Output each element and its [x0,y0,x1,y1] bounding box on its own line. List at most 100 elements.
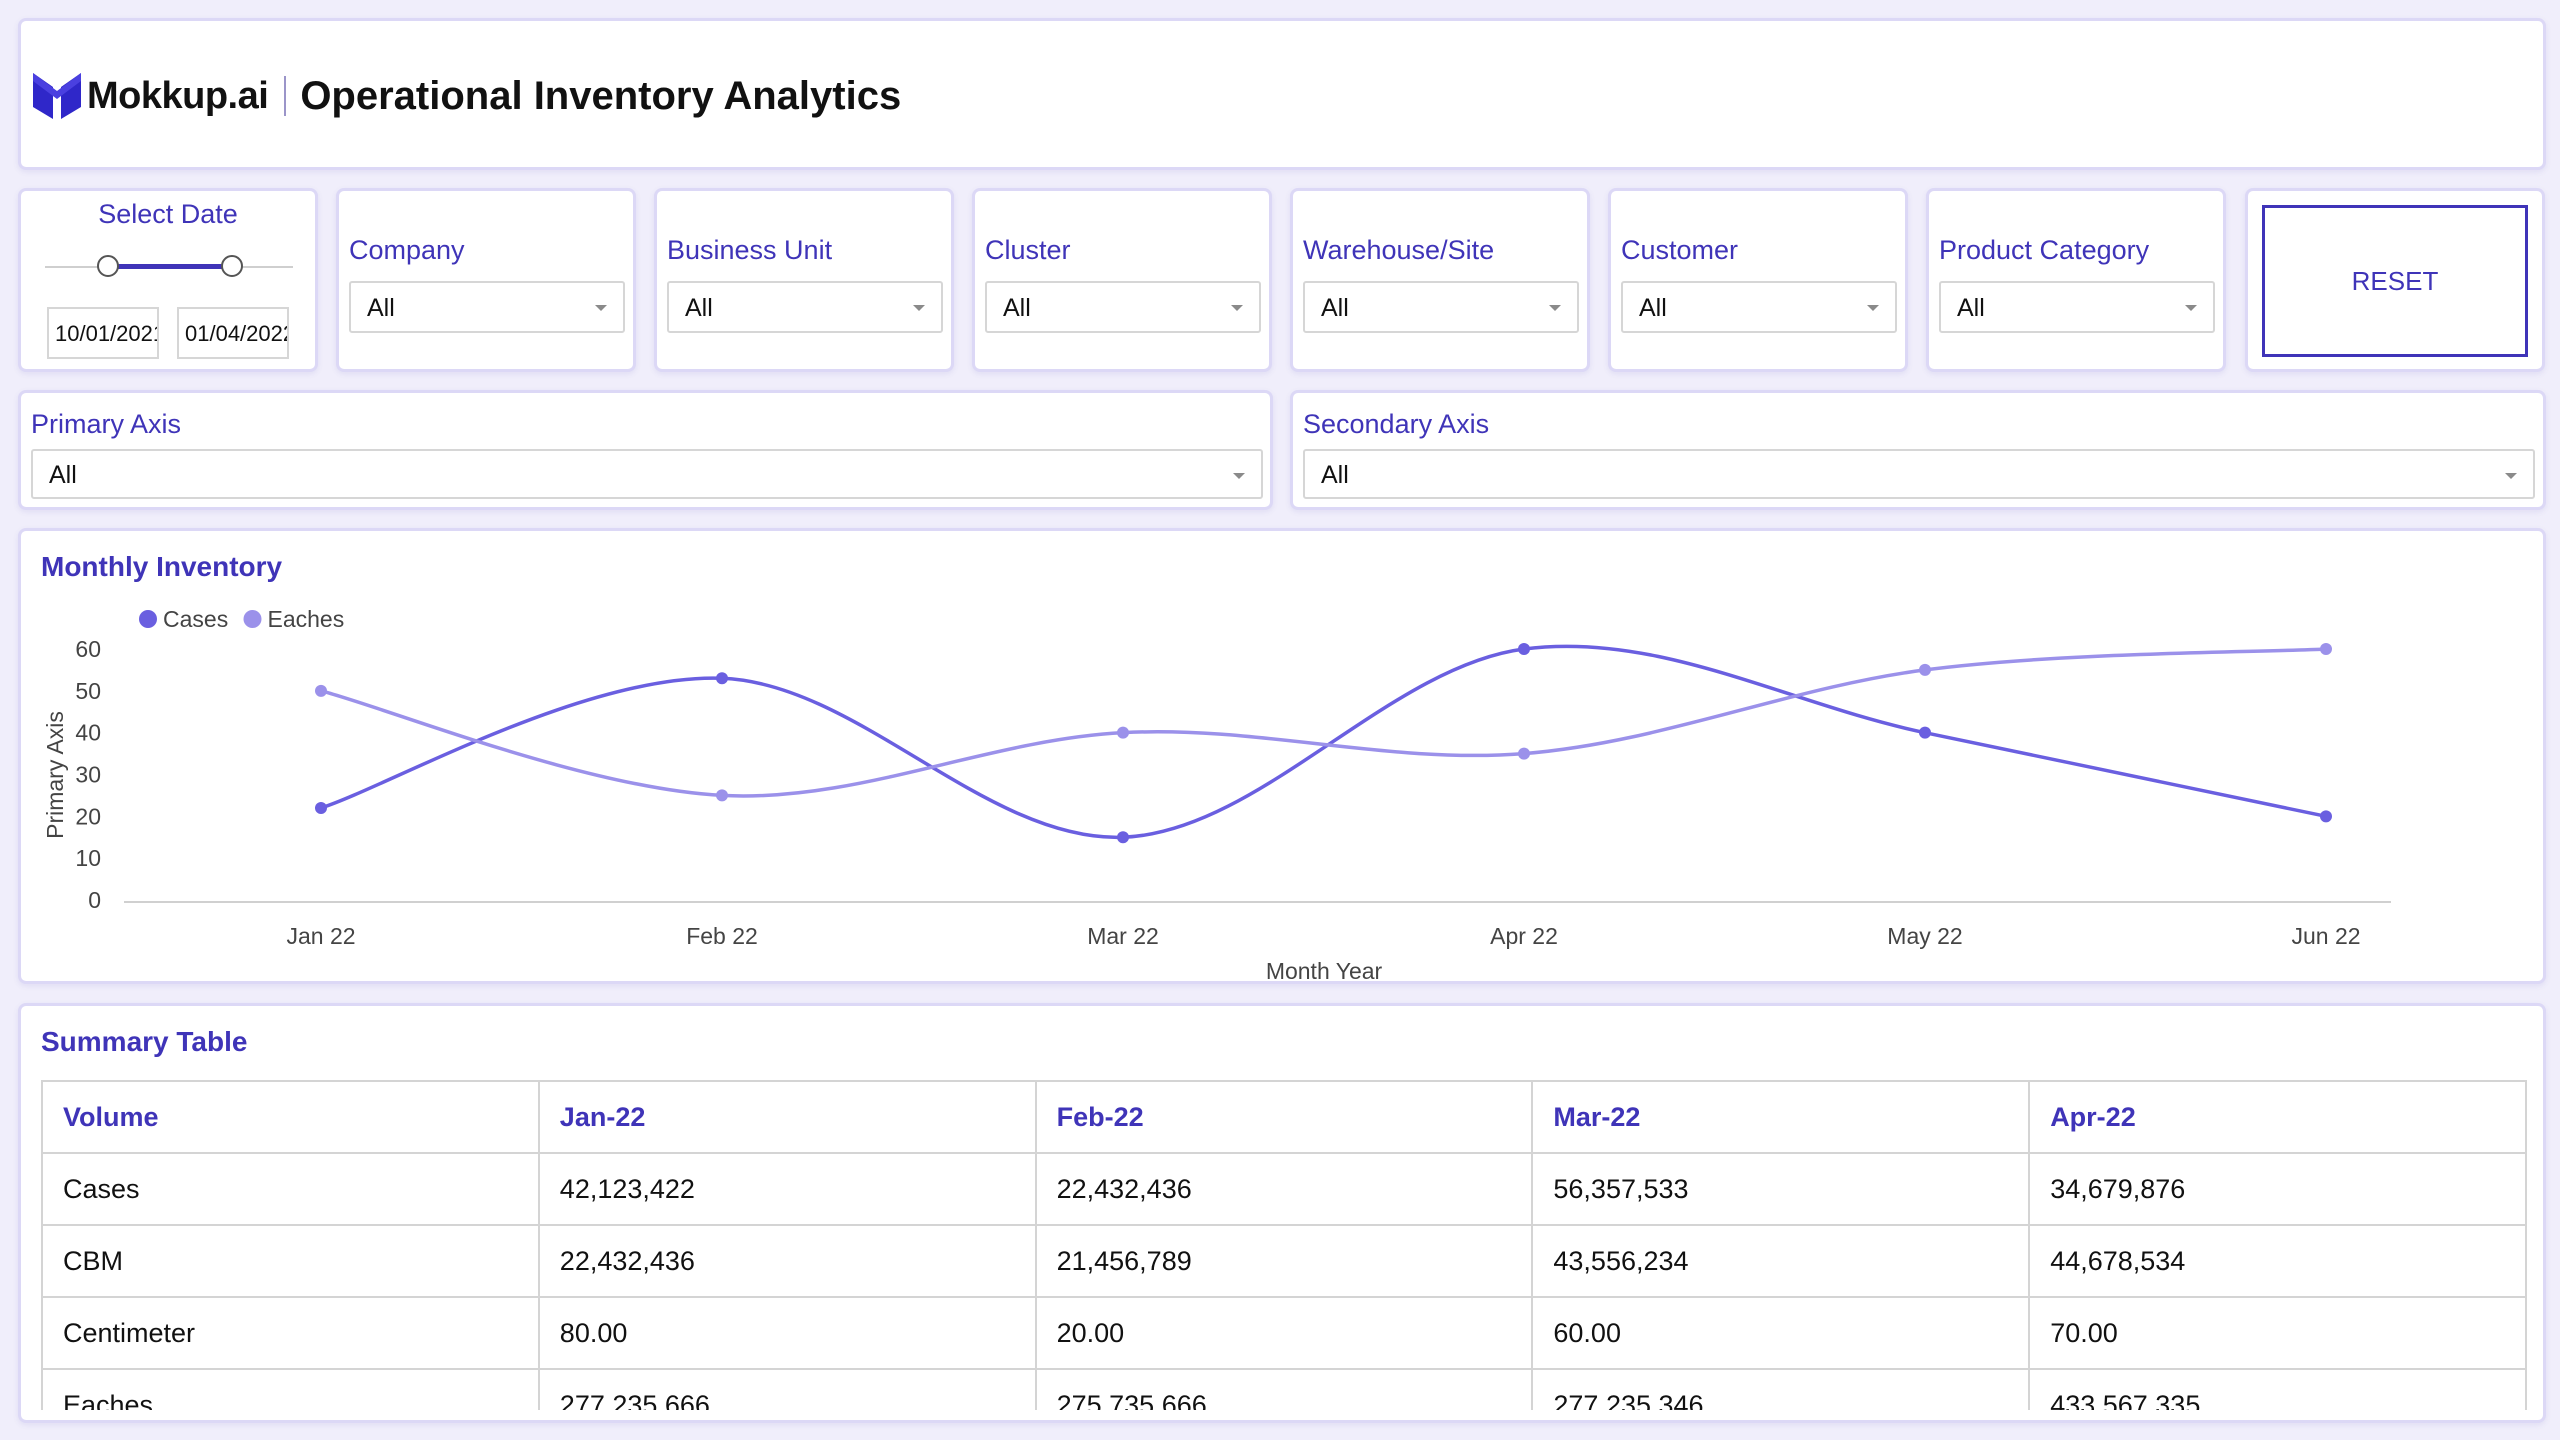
cluster-select-value: All [1003,294,1031,322]
start-date-input[interactable]: 10/01/2021 [47,307,159,359]
x-tick-label: Mar 22 [1087,923,1159,949]
table-cell: 42,123,422 [537,1152,1037,1226]
data-point-cases [1518,643,1530,655]
data-point-cases [716,672,728,685]
table-cell: Centimeter [41,1296,540,1370]
business-unit-select-value: All [685,294,713,322]
brand-name: Mokkup.ai [87,74,269,117]
table-title: Summary Table [41,1026,248,1057]
end-date-input[interactable]: 01/04/2022 [177,307,289,359]
date-slider-end-handle[interactable] [221,255,243,277]
header-card: Mokkup.ai Operational Inventory Analytic… [18,18,2546,170]
date-slider-range [106,264,230,269]
table-cell: Eaches [41,1368,540,1410]
warehouse-select[interactable]: All [1303,281,1579,333]
summary-table-scroll[interactable]: Volume Jan-22 Feb-22 Mar-22 Apr-22 Cases… [41,1080,2527,1410]
x-tick-label: Jan 22 [286,923,355,949]
data-point-cases [1117,831,1129,844]
date-filter-label: Select Date [98,199,238,229]
reset-card: RESET [2245,188,2545,372]
x-tick-label: May 22 [1887,923,1962,949]
page-title: Operational Inventory Analytics [300,73,902,118]
table-cell: 22,432,436 [1034,1152,1534,1226]
legend-label: Cases [163,606,228,632]
table-cell: 275,735,666 [1034,1368,1534,1410]
company-filter-card: Company All [336,188,636,372]
x-tick-label: Feb 22 [686,923,758,949]
data-point-eaches [716,789,728,802]
data-point-eaches [1117,726,1129,739]
table-cell: 20.00 [1034,1296,1534,1370]
legend-marker [243,610,262,628]
table-header-row: Volume Jan-22 Feb-22 Mar-22 Apr-22 [41,1080,2527,1154]
customer-filter-card: Customer All [1608,188,1908,372]
y-tick-label: 20 [75,803,101,829]
y-tick-label: 60 [75,636,101,662]
chevron-down-icon [595,305,607,311]
legend-label: Eaches [268,606,345,632]
summary-table: Volume Jan-22 Feb-22 Mar-22 Apr-22 Cases… [41,1080,2527,1410]
secondary-axis-label: Secondary Axis [1303,409,1490,439]
table-cell: Cases [41,1152,540,1226]
chevron-down-icon [1231,305,1243,311]
table-row: Eaches 277,235,666 275,735,666 277,235,3… [41,1368,2527,1410]
primary-axis-value: All [49,461,77,489]
product-category-select[interactable]: All [1939,281,2215,333]
company-select[interactable]: All [349,281,625,333]
table-header-cell: Volume [41,1080,540,1154]
data-point-eaches [1919,663,1931,676]
primary-axis-select[interactable]: All [31,449,1263,499]
chevron-down-icon [1549,305,1561,311]
business-unit-select[interactable]: All [667,281,943,333]
data-point-cases [1919,726,1931,739]
table-cell: 277,235,666 [537,1368,1037,1410]
warehouse-select-value: All [1321,294,1349,322]
table-cell: CBM [41,1224,540,1298]
summary-table-card: Summary Table Volume Jan-22 Feb-22 Mar-2… [18,1003,2546,1423]
table-row: Cases 42,123,422 22,432,436 56,357,533 3… [41,1152,2527,1226]
warehouse-filter-label: Warehouse/Site [1303,235,1495,265]
date-slider-start-handle[interactable] [97,255,119,277]
customer-select[interactable]: All [1621,281,1897,333]
table-cell: 60.00 [1531,1296,2031,1370]
y-tick-label: 30 [75,762,101,788]
product-category-filter-label: Product Category [1939,235,2150,265]
table-row: CBM 22,432,436 21,456,789 43,556,234 44,… [41,1224,2527,1298]
chart-title: Monthly Inventory [41,551,283,582]
table-row: Centimeter 80.00 20.00 60.00 70.00 [41,1296,2527,1370]
company-filter-label: Company [349,235,465,265]
business-unit-filter-label: Business Unit [667,235,833,265]
secondary-axis-card: Secondary Axis All [1290,390,2546,510]
table-cell: 277,235,346 [1531,1368,2031,1410]
chevron-down-icon [1867,305,1879,311]
brand: Mokkup.ai Operational Inventory Analytic… [33,73,901,119]
data-point-eaches [2320,643,2332,655]
cluster-filter-label: Cluster [985,235,1071,265]
chevron-down-icon [2185,305,2197,311]
cluster-filter-card: Cluster All [972,188,1272,372]
table-header-cell: Jan-22 [537,1080,1037,1154]
header-divider [284,76,287,116]
chevron-down-icon [913,305,925,311]
product-category-select-value: All [1957,294,1985,322]
warehouse-filter-card: Warehouse/Site All [1290,188,1590,372]
company-select-value: All [367,294,395,322]
data-point-eaches [315,684,327,697]
reset-button[interactable]: RESET [2262,205,2528,357]
customer-filter-label: Customer [1621,235,1739,265]
series-line-eaches [320,647,2327,798]
secondary-axis-select[interactable]: All [1303,449,2535,499]
table-header-cell: Feb-22 [1034,1080,1534,1154]
table-cell: 22,432,436 [537,1224,1037,1298]
table-header-cell: Apr-22 [2028,1080,2527,1154]
x-axis-title: Month Year [1266,958,1383,981]
business-unit-filter-card: Business Unit All [654,188,954,372]
cluster-select[interactable]: All [985,281,1261,333]
x-tick-label: Jun 22 [2291,923,2360,949]
table-cell: 21,456,789 [1034,1224,1534,1298]
primary-axis-card: Primary Axis All [18,390,1273,510]
legend-marker [139,610,157,628]
x-tick-label: Apr 22 [1490,923,1558,949]
y-tick-label: 10 [75,845,101,871]
secondary-axis-value: All [1321,461,1349,489]
